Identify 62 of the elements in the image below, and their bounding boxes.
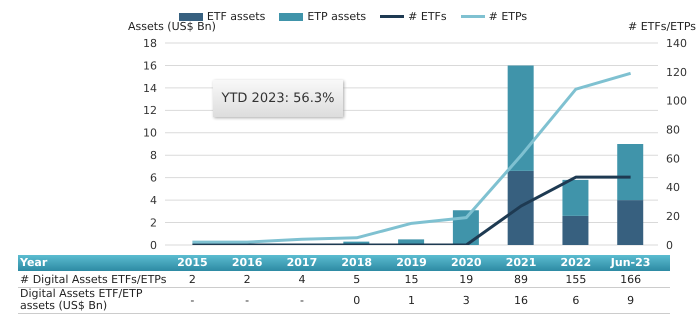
text: 166	[619, 273, 642, 286]
text: 1	[407, 294, 416, 307]
y2-tick-label: 140	[666, 36, 687, 50]
text: 5	[352, 273, 362, 286]
text: 4	[297, 273, 306, 286]
x-tick-label: Jun-23	[609, 256, 652, 269]
text: -	[189, 294, 196, 307]
y2-tick-label: 60	[666, 152, 680, 166]
legend-label: # ETPs	[488, 10, 528, 23]
y-tick-label: 4	[150, 194, 157, 208]
text: Digital Assets ETF/ETP assets (US$ Bn)	[20, 287, 144, 312]
legend-label: ETF assets	[206, 10, 266, 23]
text: 3	[462, 294, 471, 307]
text: 6	[571, 294, 580, 307]
text: # Digital Assets ETFs/ETPs	[20, 273, 166, 286]
legend-label: # ETFs	[408, 10, 447, 23]
y2-tick-label: 40	[666, 181, 680, 194]
text: -	[298, 294, 305, 307]
y2-tick-label: 120	[666, 66, 687, 79]
text: -	[244, 294, 250, 307]
bar	[562, 180, 588, 216]
annotation: YTD 2023: 56.3%	[213, 80, 343, 117]
y-tick-label: 12	[143, 104, 157, 118]
y-tick-label: 8	[150, 149, 157, 162]
text: 15	[404, 273, 420, 286]
text: 155	[564, 273, 588, 286]
bar	[508, 65, 534, 171]
bar	[617, 144, 644, 200]
legend-label: ETP assets	[307, 10, 366, 23]
bar	[562, 216, 588, 245]
text: 89	[513, 273, 530, 286]
x-tick-label: 2015	[176, 256, 209, 269]
text: 2	[188, 273, 196, 286]
x-tick-label: 2019	[395, 256, 428, 269]
y2-tick-label: 20	[666, 210, 680, 224]
x-tick-label: 2020	[450, 256, 483, 269]
text: 19	[458, 273, 474, 286]
y-tick-label: 2	[150, 216, 157, 230]
y-tick-label: 16	[143, 59, 157, 72]
text: 2	[242, 273, 252, 286]
y2-axis-title: # ETFs/ETPs	[628, 20, 696, 33]
text: 16	[513, 294, 530, 307]
y2-tick-label: 100	[666, 94, 687, 108]
y2-tick-label: 80	[666, 123, 680, 136]
text: 0	[352, 294, 362, 307]
bar	[617, 200, 644, 245]
x-tick-label: 2017	[286, 256, 318, 269]
x-tick-label: 2022	[560, 256, 592, 269]
x-tick-label: 2016	[230, 256, 264, 269]
text: Year	[20, 256, 48, 269]
x-tick-label: 2018	[340, 256, 374, 269]
text: 9	[626, 294, 636, 307]
y2-tick-label: 0	[666, 238, 673, 252]
y-axis-title: Assets (US$ Bn)	[128, 20, 216, 33]
bar	[508, 170, 534, 245]
line-series	[190, 72, 632, 244]
y-tick-label: 18	[143, 36, 157, 50]
y-tick-label: 0	[150, 238, 157, 252]
x-tick-label: 2021	[504, 256, 538, 269]
y-tick-label: 6	[150, 172, 157, 185]
y-tick-label: 10	[143, 126, 157, 140]
y-tick-label: 14	[143, 82, 157, 95]
